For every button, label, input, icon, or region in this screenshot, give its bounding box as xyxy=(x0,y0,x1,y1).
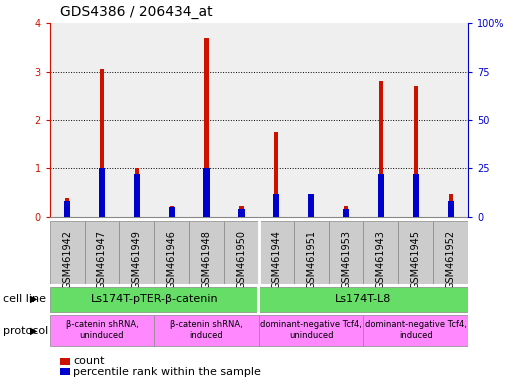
Bar xyxy=(224,23,259,217)
Bar xyxy=(343,209,349,217)
Text: GSM461942: GSM461942 xyxy=(62,230,72,289)
Bar xyxy=(414,86,418,217)
Text: GSM461947: GSM461947 xyxy=(97,230,107,289)
Bar xyxy=(344,206,348,217)
Text: dominant-negative Tcf4,
induced: dominant-negative Tcf4, induced xyxy=(365,320,467,340)
Bar xyxy=(259,221,294,284)
Text: GSM461943: GSM461943 xyxy=(376,230,386,289)
Bar xyxy=(273,194,279,217)
Bar xyxy=(168,207,175,217)
Text: GSM461945: GSM461945 xyxy=(411,230,421,289)
Bar xyxy=(259,23,294,217)
Bar xyxy=(189,221,224,284)
Text: β-catenin shRNA,
induced: β-catenin shRNA, induced xyxy=(170,320,243,340)
Bar xyxy=(135,169,139,217)
Bar xyxy=(65,198,69,217)
Bar xyxy=(169,206,174,217)
Bar xyxy=(238,209,245,217)
Bar xyxy=(363,23,399,217)
Bar xyxy=(119,23,154,217)
Text: GSM461944: GSM461944 xyxy=(271,230,281,289)
Bar xyxy=(50,287,259,311)
Bar xyxy=(189,23,224,217)
Bar xyxy=(378,174,384,217)
Bar xyxy=(328,23,363,217)
Text: percentile rank within the sample: percentile rank within the sample xyxy=(73,367,261,377)
Text: GSM461951: GSM461951 xyxy=(306,230,316,289)
Text: GSM461948: GSM461948 xyxy=(201,230,212,289)
Bar xyxy=(294,221,328,284)
Text: GSM461946: GSM461946 xyxy=(167,230,177,289)
Bar xyxy=(204,38,209,217)
Bar xyxy=(203,169,210,217)
Bar xyxy=(224,221,259,284)
Bar xyxy=(363,221,399,284)
Bar xyxy=(379,81,383,217)
Bar xyxy=(50,315,154,346)
Text: cell line: cell line xyxy=(3,294,46,304)
Bar xyxy=(50,23,85,217)
Bar xyxy=(413,174,419,217)
Bar xyxy=(328,221,363,284)
Bar xyxy=(363,315,468,346)
Bar xyxy=(257,285,260,313)
Bar xyxy=(64,202,70,217)
Text: Ls174T-L8: Ls174T-L8 xyxy=(335,294,392,304)
Bar xyxy=(399,23,433,217)
Text: dominant-negative Tcf4,
uninduced: dominant-negative Tcf4, uninduced xyxy=(260,320,362,340)
Bar xyxy=(134,174,140,217)
Bar xyxy=(154,315,259,346)
Bar xyxy=(154,221,189,284)
Bar xyxy=(100,69,104,217)
Text: ▶: ▶ xyxy=(30,326,38,336)
Bar xyxy=(50,221,85,284)
Bar xyxy=(308,194,314,217)
Text: ▶: ▶ xyxy=(30,294,38,304)
Text: count: count xyxy=(73,356,105,366)
Bar xyxy=(449,194,453,217)
Bar xyxy=(85,23,119,217)
Bar xyxy=(294,23,328,217)
Bar xyxy=(433,221,468,284)
Bar xyxy=(259,315,363,346)
Text: GDS4386 / 206434_at: GDS4386 / 206434_at xyxy=(60,5,213,19)
Text: β-catenin shRNA,
uninduced: β-catenin shRNA, uninduced xyxy=(65,320,139,340)
Bar xyxy=(433,23,468,217)
Text: GSM461952: GSM461952 xyxy=(446,230,456,290)
Bar xyxy=(154,23,189,217)
Bar xyxy=(399,221,433,284)
Bar xyxy=(274,132,278,217)
Text: GSM461949: GSM461949 xyxy=(132,230,142,289)
Bar xyxy=(240,206,244,217)
Bar xyxy=(119,221,154,284)
Text: Ls174T-pTER-β-catenin: Ls174T-pTER-β-catenin xyxy=(90,294,218,304)
Bar xyxy=(85,221,119,284)
Bar xyxy=(309,194,313,217)
Text: GSM461953: GSM461953 xyxy=(341,230,351,289)
Bar xyxy=(259,287,468,311)
Text: protocol: protocol xyxy=(3,326,48,336)
Bar xyxy=(99,169,105,217)
Text: GSM461950: GSM461950 xyxy=(236,230,246,289)
Bar xyxy=(448,202,454,217)
